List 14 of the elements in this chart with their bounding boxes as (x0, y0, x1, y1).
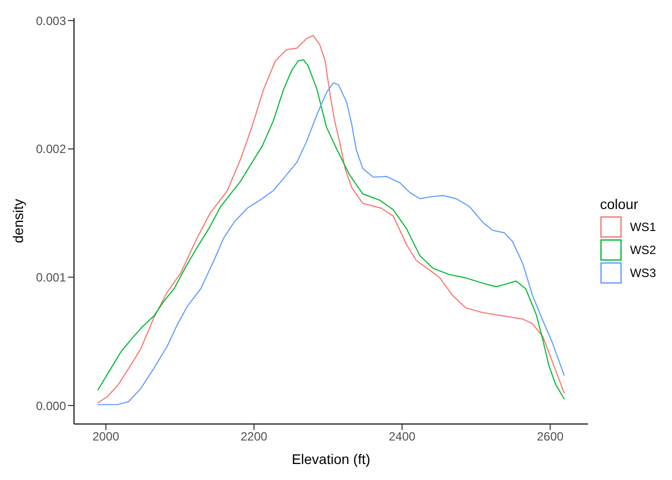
y-tick-label: 0.001 (36, 270, 66, 284)
legend-label: WS3 (630, 266, 656, 280)
x-tick-label: 2000 (92, 430, 120, 444)
x-tick-label: 2600 (536, 430, 564, 444)
y-axis-title: density (10, 198, 26, 244)
y-tick-label: 0.003 (36, 14, 66, 28)
legend-title: colour (600, 196, 640, 212)
y-tick-label: 0.002 (36, 142, 66, 156)
x-tick-label: 2200 (240, 430, 268, 444)
x-tick-label: 2400 (388, 430, 416, 444)
y-tick-label: 0.000 (36, 398, 66, 413)
legend-label: WS1 (630, 220, 656, 234)
x-axis-title: Elevation (ft) (292, 451, 370, 467)
legend-label: WS2 (630, 243, 656, 257)
